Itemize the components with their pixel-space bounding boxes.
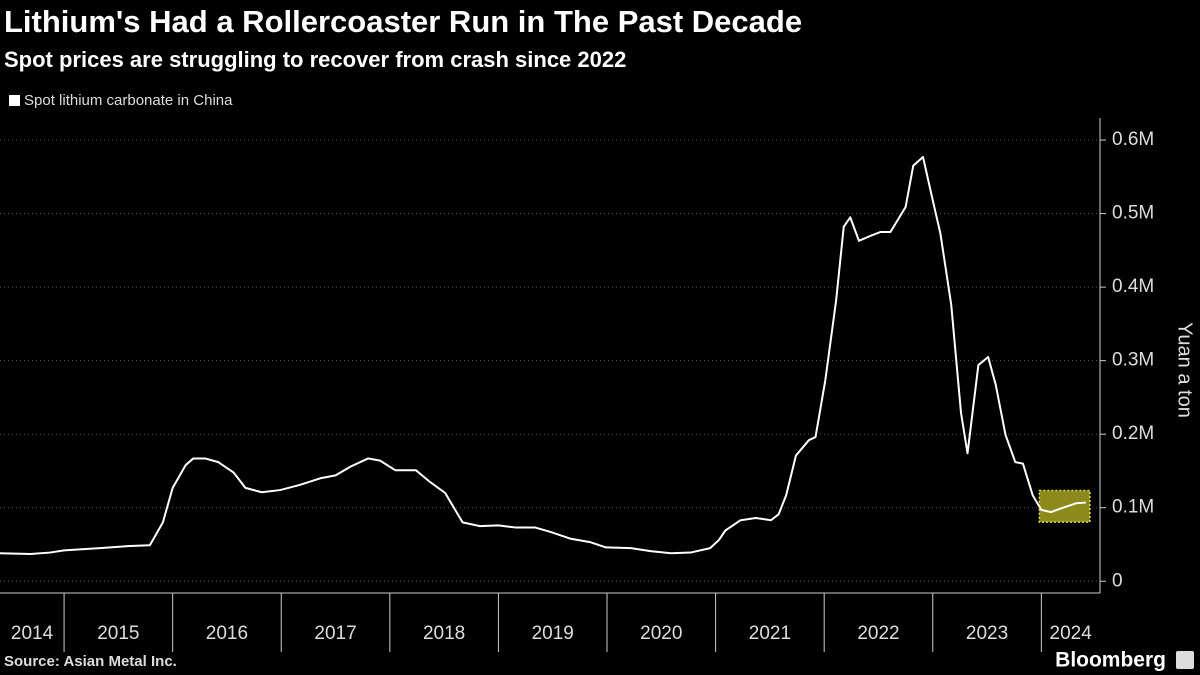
y-tick-label: 0.5M [1112, 203, 1154, 224]
x-tick-label: 2023 [966, 623, 1008, 644]
y-tick-label: 0.3M [1112, 350, 1154, 371]
x-tick-label: 2015 [97, 623, 139, 644]
chart-title: Lithium's Had a Rollercoaster Run in The… [4, 4, 802, 39]
y-tick-label: 0.6M [1112, 129, 1154, 150]
brand: Bloomberg [1055, 649, 1166, 672]
x-tick-label: 2019 [532, 623, 574, 644]
x-tick-label: 2016 [206, 623, 248, 644]
y-tick-label: 0.2M [1112, 423, 1154, 444]
y-tick-label: 0.1M [1112, 497, 1154, 518]
plot: 0 0.1M 0.2M 0.3M 0.4M 0.5M 0.6M 2014 2015 2016 201… [0, 118, 1154, 652]
legend-swatch [9, 95, 20, 106]
x-tick-label: 2022 [857, 623, 899, 644]
chart-subtitle: Spot prices are struggling to recover fr… [4, 47, 626, 72]
y-tick-label: 0 [1112, 570, 1123, 591]
x-tick-label: 2024 [1050, 623, 1093, 644]
source: Source: Asian Metal Inc. [4, 653, 177, 670]
x-tick-label: 2014 [11, 623, 54, 644]
line-series [0, 155, 1086, 556]
brand-icon [1176, 651, 1194, 669]
y-axis-label: Yuan a ton [1174, 322, 1196, 418]
x-tick-label: 2021 [749, 623, 791, 644]
y-tick-label: 0.4M [1112, 276, 1154, 297]
x-tick-label: 2018 [423, 623, 465, 644]
x-tick-label: 2017 [314, 623, 356, 644]
legend-label: Spot lithium carbonate in China [24, 92, 233, 109]
x-tick-label: 2020 [640, 623, 682, 644]
